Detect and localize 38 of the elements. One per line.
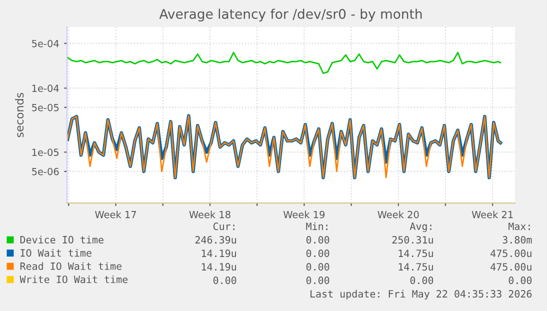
y-tick-label: 1e-04 — [32, 84, 59, 92]
y-axis-title: seconds — [15, 92, 24, 138]
text: 250.31u — [392, 236, 433, 244]
text: Cur: — [213, 222, 234, 230]
text: Last update: Fri May 22 04:35:33 2026 — [310, 290, 532, 300]
text: 14.19u — [202, 263, 236, 271]
text: 0.00 — [306, 276, 330, 284]
text: 475.00u — [490, 250, 532, 258]
text: 0.00 — [508, 276, 532, 284]
x-tick-label: Week 18 — [189, 210, 230, 218]
line-series — [67, 52, 502, 74]
text: Avg: — [410, 222, 432, 232]
legend-label: Read IO Wait time — [20, 262, 122, 270]
chart-title: Average latency for /dev/sr0 - by month — [159, 8, 422, 22]
text: 0.00 — [410, 276, 434, 284]
text: 0.00 — [213, 276, 236, 284]
text: Max: — [508, 222, 530, 230]
text: 475.00u — [490, 263, 532, 271]
x-tick-label: Week 20 — [378, 210, 419, 218]
legend-label: Device IO time — [20, 236, 104, 244]
text: 14.19u — [202, 250, 236, 258]
y-tick-label: 5e-05 — [32, 104, 59, 112]
text: 14.75u — [398, 263, 433, 271]
text: 3.80m — [502, 236, 532, 244]
x-tick-label: Week 17 — [95, 210, 136, 218]
text: 246.39u — [195, 236, 236, 244]
text: 0.00 — [306, 263, 330, 271]
y-tick-label: 1e-05 — [32, 148, 59, 156]
x-tick-label: Week 19 — [283, 210, 325, 218]
text: 0.00 — [306, 236, 330, 244]
legend-label: Write IO Wait time — [20, 275, 128, 284]
text: 0.00 — [306, 250, 330, 258]
y-tick-label: 5e-06 — [32, 168, 59, 176]
text: Min: — [306, 222, 328, 230]
text: 14.75u — [398, 250, 433, 258]
legend-label: IO Wait time — [20, 248, 92, 257]
y-tick-label: 5e-04 — [32, 40, 59, 48]
x-tick-label: Week 21 — [472, 210, 513, 218]
